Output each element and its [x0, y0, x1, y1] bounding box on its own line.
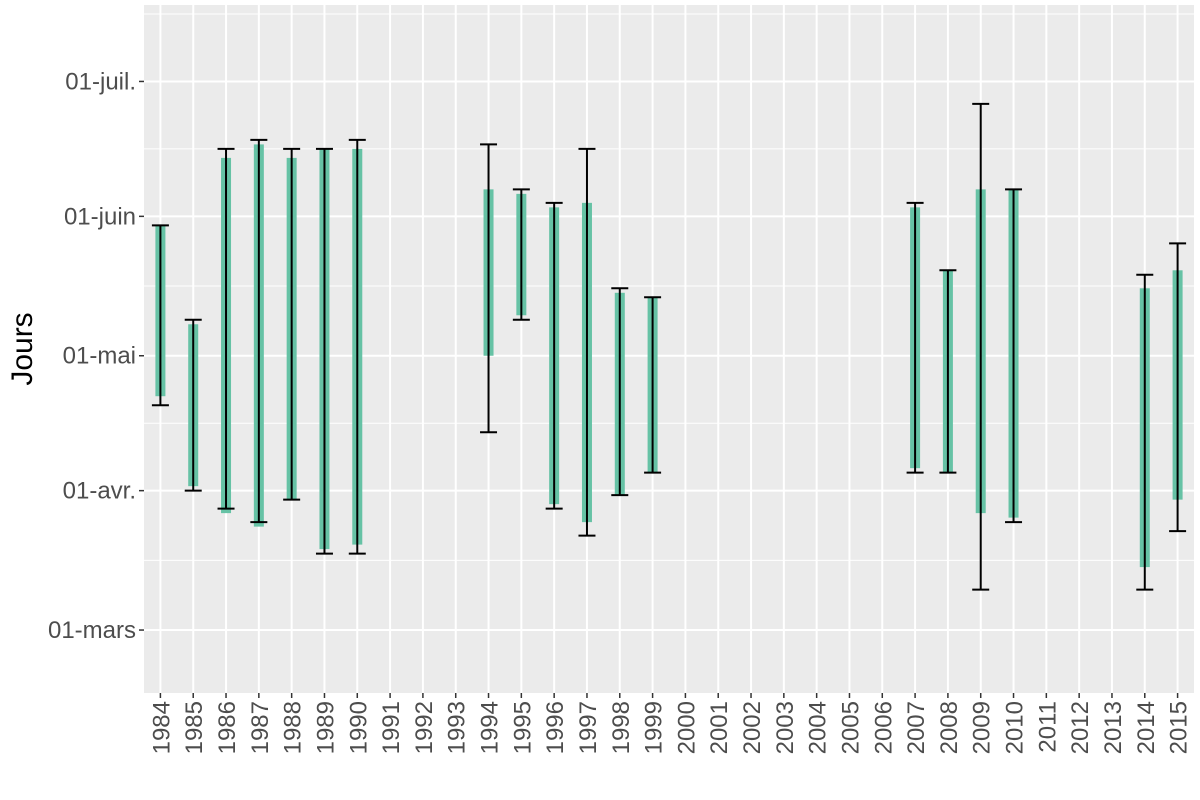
y-tick-label: 01-juin	[64, 203, 136, 230]
x-tick-label: 2003	[772, 701, 799, 754]
x-tick-label: 1993	[444, 701, 471, 754]
x-tick-label: 2010	[1002, 701, 1029, 754]
x-axis: 1984 1985 1986 1987 1988 1989 1990 1991 1992 1993…	[148, 693, 1193, 754]
x-tick-label: 1995	[509, 701, 536, 754]
x-tick-label: 1997	[575, 701, 602, 754]
x-tick-label: 1986	[214, 701, 241, 754]
y-axis-title: Jours	[6, 312, 39, 385]
x-tick-label: 2005	[837, 701, 864, 754]
x-tick-label: 2008	[936, 701, 963, 754]
x-tick-label: 1984	[148, 701, 175, 754]
y-tick-label: 01-mars	[48, 617, 136, 644]
x-tick-label: 2000	[673, 701, 700, 754]
y-axis: 01-mars 01-avr. 01-mai 01-juin 01-juil.	[48, 68, 144, 644]
x-tick-label: 2015	[1166, 701, 1193, 754]
x-tick-label: 1994	[477, 701, 504, 754]
y-tick-label: 01-mai	[63, 343, 136, 370]
x-tick-label: 2002	[739, 701, 766, 754]
x-tick-label: 1989	[312, 701, 339, 754]
x-tick-label: 2011	[1034, 701, 1061, 753]
x-tick-label: 2007	[903, 701, 930, 754]
plot-panel	[144, 5, 1194, 693]
x-tick-label: 2012	[1067, 701, 1094, 754]
error-bars	[151, 102, 1187, 591]
x-tick-label: 2014	[1133, 701, 1160, 754]
x-tick-label: 2013	[1100, 701, 1127, 754]
x-tick-label: 1985	[181, 701, 208, 754]
x-tick-label: 2006	[870, 701, 897, 754]
x-tick-label: 1992	[411, 701, 438, 754]
x-tick-label: 1990	[345, 701, 372, 754]
x-tick-label: 2001	[706, 701, 733, 754]
x-tick-label: 1987	[247, 701, 274, 754]
x-tick-label: 1991	[378, 701, 405, 754]
x-tick-label: 2009	[969, 701, 996, 754]
x-tick-label: 1988	[280, 701, 307, 754]
x-tick-label: 1998	[608, 701, 635, 754]
x-tick-label: 1999	[641, 701, 668, 754]
x-tick-label: 1996	[542, 701, 569, 754]
y-tick-label: 01-juil.	[65, 68, 136, 95]
x-tick-label: 2004	[805, 701, 832, 754]
y-tick-label: 01-avr.	[63, 478, 136, 505]
